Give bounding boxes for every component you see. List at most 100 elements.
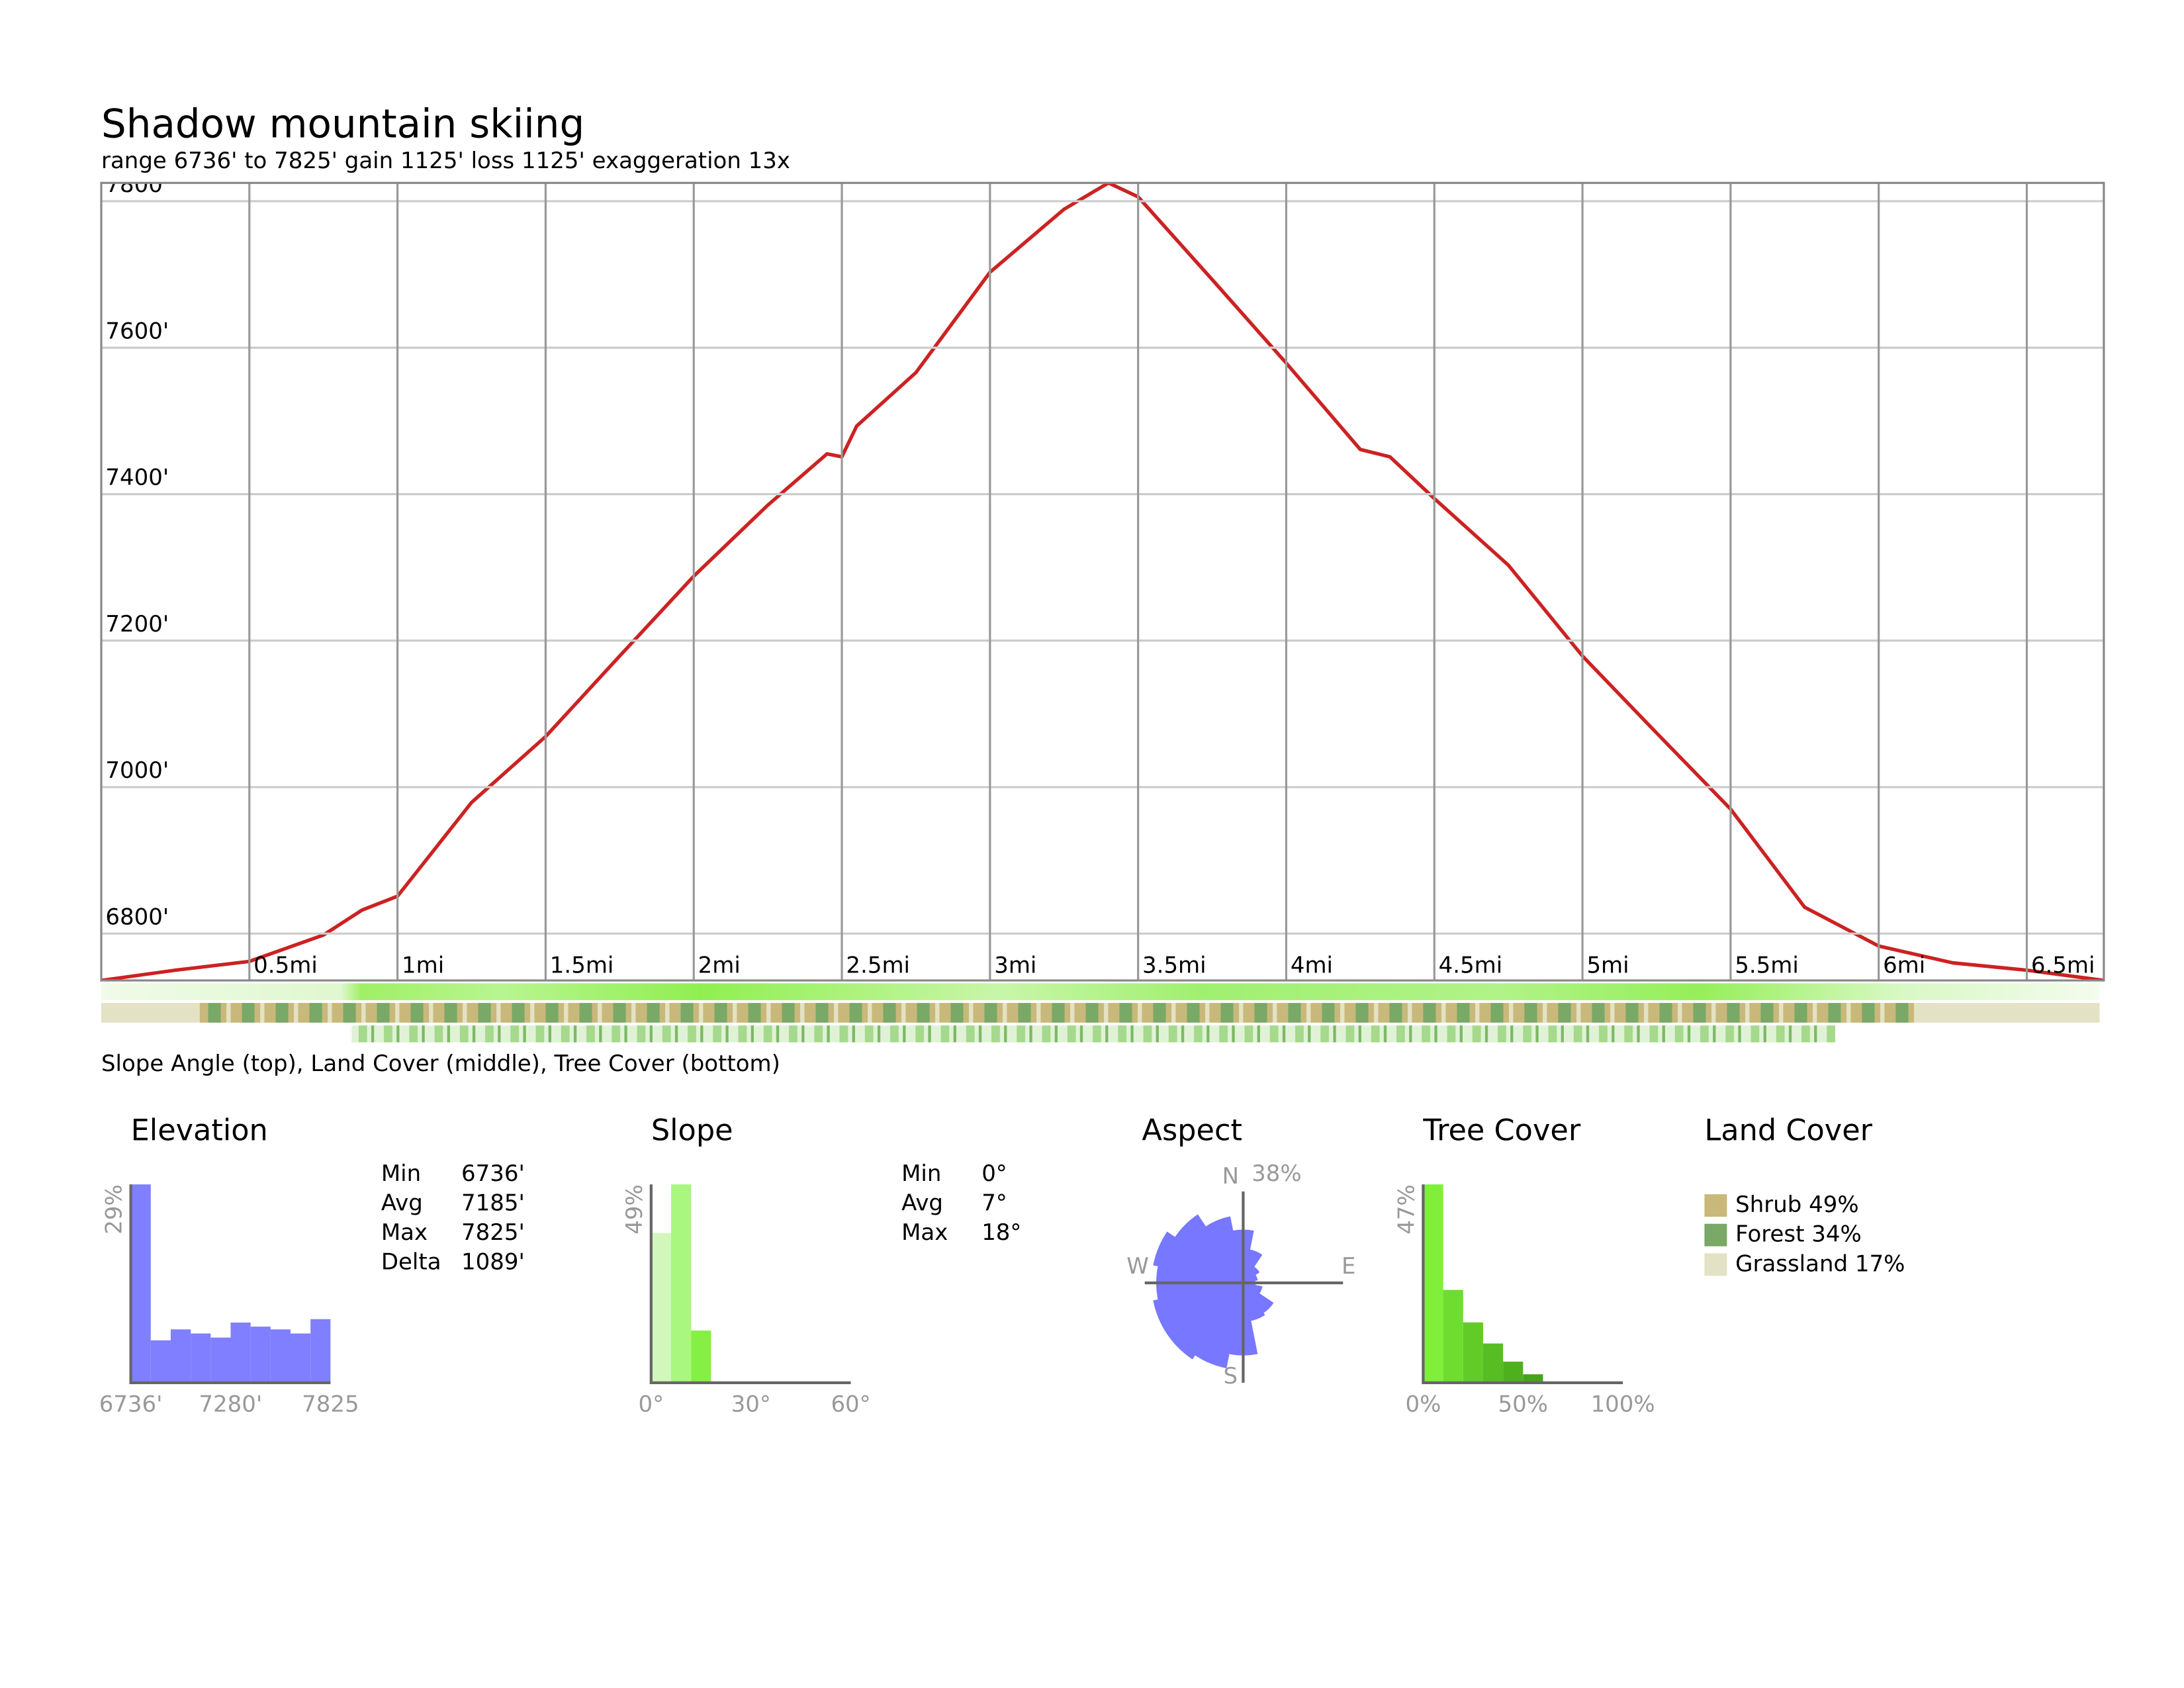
- caption: Slope Angle (top), Land Cover (middle), …: [101, 1051, 780, 1077]
- land-strip: [199, 1003, 1916, 1023]
- bar: [130, 1184, 151, 1383]
- subtitle: range 6736' to 7825' gain 1125' loss 112…: [101, 148, 790, 174]
- x-tick-label: 5mi: [1586, 952, 1629, 978]
- elevation-line: [101, 183, 2104, 981]
- y-tick-label: 7800': [105, 171, 169, 198]
- x-tick-label: 60°: [831, 1391, 870, 1417]
- swatch: [1704, 1223, 1727, 1246]
- direction-label: S: [1224, 1363, 1238, 1389]
- sector: [1242, 1249, 1263, 1284]
- x-tick-label: 0%: [1405, 1391, 1441, 1417]
- bar: [230, 1322, 251, 1383]
- x-tick-label: 30°: [731, 1391, 771, 1417]
- plot-clip: 6800' 7000' 7200' 7400' 7600' 7800': [101, 171, 2104, 981]
- direction-label: W: [1126, 1253, 1149, 1280]
- stat-value: 1089': [461, 1249, 525, 1276]
- x-tick-label: 1mi: [402, 952, 444, 978]
- legend-value: 17%: [1855, 1250, 1905, 1277]
- sector: [1205, 1216, 1244, 1284]
- stat-value: 7185': [461, 1190, 525, 1216]
- legend-name: Shrub: [1735, 1192, 1801, 1218]
- x-tick-label: 2.5mi: [846, 952, 910, 978]
- x-tick-label: 6mi: [1883, 952, 1925, 978]
- bar: [1503, 1361, 1524, 1383]
- x-tick-label: 100%: [1591, 1391, 1655, 1417]
- stat-value: 7825': [461, 1219, 525, 1246]
- x-tick-label: 4mi: [1291, 952, 1333, 978]
- legend-entry: Grassland 17%: [1735, 1250, 1905, 1277]
- bar: [1523, 1374, 1543, 1383]
- x-tick-label: 7280': [199, 1391, 262, 1417]
- x-tick-label: 5.5mi: [1735, 952, 1799, 978]
- stat-label: Avg: [381, 1190, 423, 1216]
- panel-title: Elevation: [131, 1113, 268, 1148]
- panel-title: Slope: [651, 1113, 733, 1148]
- stat-label: Delta: [381, 1249, 441, 1276]
- sector: [1153, 1231, 1244, 1284]
- swatch: [1704, 1194, 1727, 1217]
- x-tick-label: 2mi: [698, 952, 741, 978]
- bar: [1423, 1184, 1443, 1383]
- bar: [671, 1184, 692, 1383]
- y-tick-label: 47%: [1394, 1184, 1420, 1235]
- title: Shadow mountain skiing: [101, 101, 584, 147]
- land-strip: [101, 1003, 200, 1023]
- bar: [191, 1333, 211, 1383]
- axes: [649, 1184, 851, 1384]
- bar: [310, 1319, 331, 1383]
- bar: [210, 1337, 231, 1383]
- y-tick-label: 7600': [105, 318, 169, 344]
- bar: [250, 1327, 271, 1383]
- legend-name: Forest: [1735, 1221, 1804, 1247]
- x-tick-label: 1.5mi: [550, 952, 614, 978]
- sector: [1243, 1274, 1258, 1284]
- strips: [101, 983, 2100, 1043]
- x-tick-label: 3.5mi: [1142, 952, 1206, 978]
- stat-value: 0°: [981, 1160, 1007, 1187]
- sector: [1242, 1266, 1260, 1284]
- bar: [651, 1233, 672, 1383]
- panel-title: Tree Cover: [1422, 1113, 1580, 1148]
- x-tick-label: 6736': [99, 1391, 163, 1417]
- bar: [1463, 1322, 1483, 1383]
- stat-value: 6736': [461, 1160, 525, 1187]
- x-tick-label: 0°: [639, 1391, 664, 1417]
- sector: [1174, 1214, 1244, 1284]
- stat-label: Min: [381, 1160, 421, 1187]
- bar: [270, 1329, 291, 1383]
- bar: [291, 1333, 311, 1383]
- y-tick-label: 29%: [101, 1184, 128, 1235]
- stat-label: Max: [381, 1219, 428, 1246]
- x-tick-label: 7825: [302, 1391, 359, 1417]
- stat-label: Avg: [901, 1190, 943, 1216]
- plot-border: [100, 181, 2105, 982]
- x-tick-label: 4.5mi: [1439, 952, 1503, 978]
- land-strip: [1915, 1003, 2100, 1023]
- stat-label: Min: [901, 1160, 941, 1187]
- axes: [1422, 1184, 1623, 1384]
- legend-entry: Forest 34%: [1735, 1221, 1862, 1247]
- slope-strip: [101, 983, 2100, 1000]
- legend-entry: Shrub 49%: [1735, 1192, 1859, 1218]
- panel-title: Land Cover: [1704, 1113, 1872, 1148]
- y-tick-label: 7400': [105, 465, 169, 491]
- y-tick-label: 49%: [621, 1184, 648, 1235]
- sector: [1153, 1282, 1244, 1335]
- y-tick-label: 7000': [105, 757, 169, 784]
- bar: [170, 1329, 191, 1383]
- x-tick-label: 6.5mi: [2031, 952, 2095, 978]
- direction-label: E: [1342, 1253, 1355, 1280]
- axes: [129, 1184, 331, 1384]
- stat-label: Max: [901, 1219, 948, 1246]
- stat-value: 7°: [981, 1190, 1007, 1216]
- legend-name: Grassland: [1735, 1250, 1848, 1277]
- y-tick-label: 7200': [105, 611, 169, 637]
- bar: [1443, 1289, 1463, 1383]
- bar: [150, 1340, 171, 1383]
- bar: [1482, 1343, 1504, 1383]
- x-tick-label: 50%: [1498, 1391, 1549, 1417]
- x-tick-label: 0.5mi: [253, 952, 318, 978]
- x-tick-label: 3mi: [994, 952, 1036, 978]
- stat-value: 18°: [981, 1219, 1021, 1246]
